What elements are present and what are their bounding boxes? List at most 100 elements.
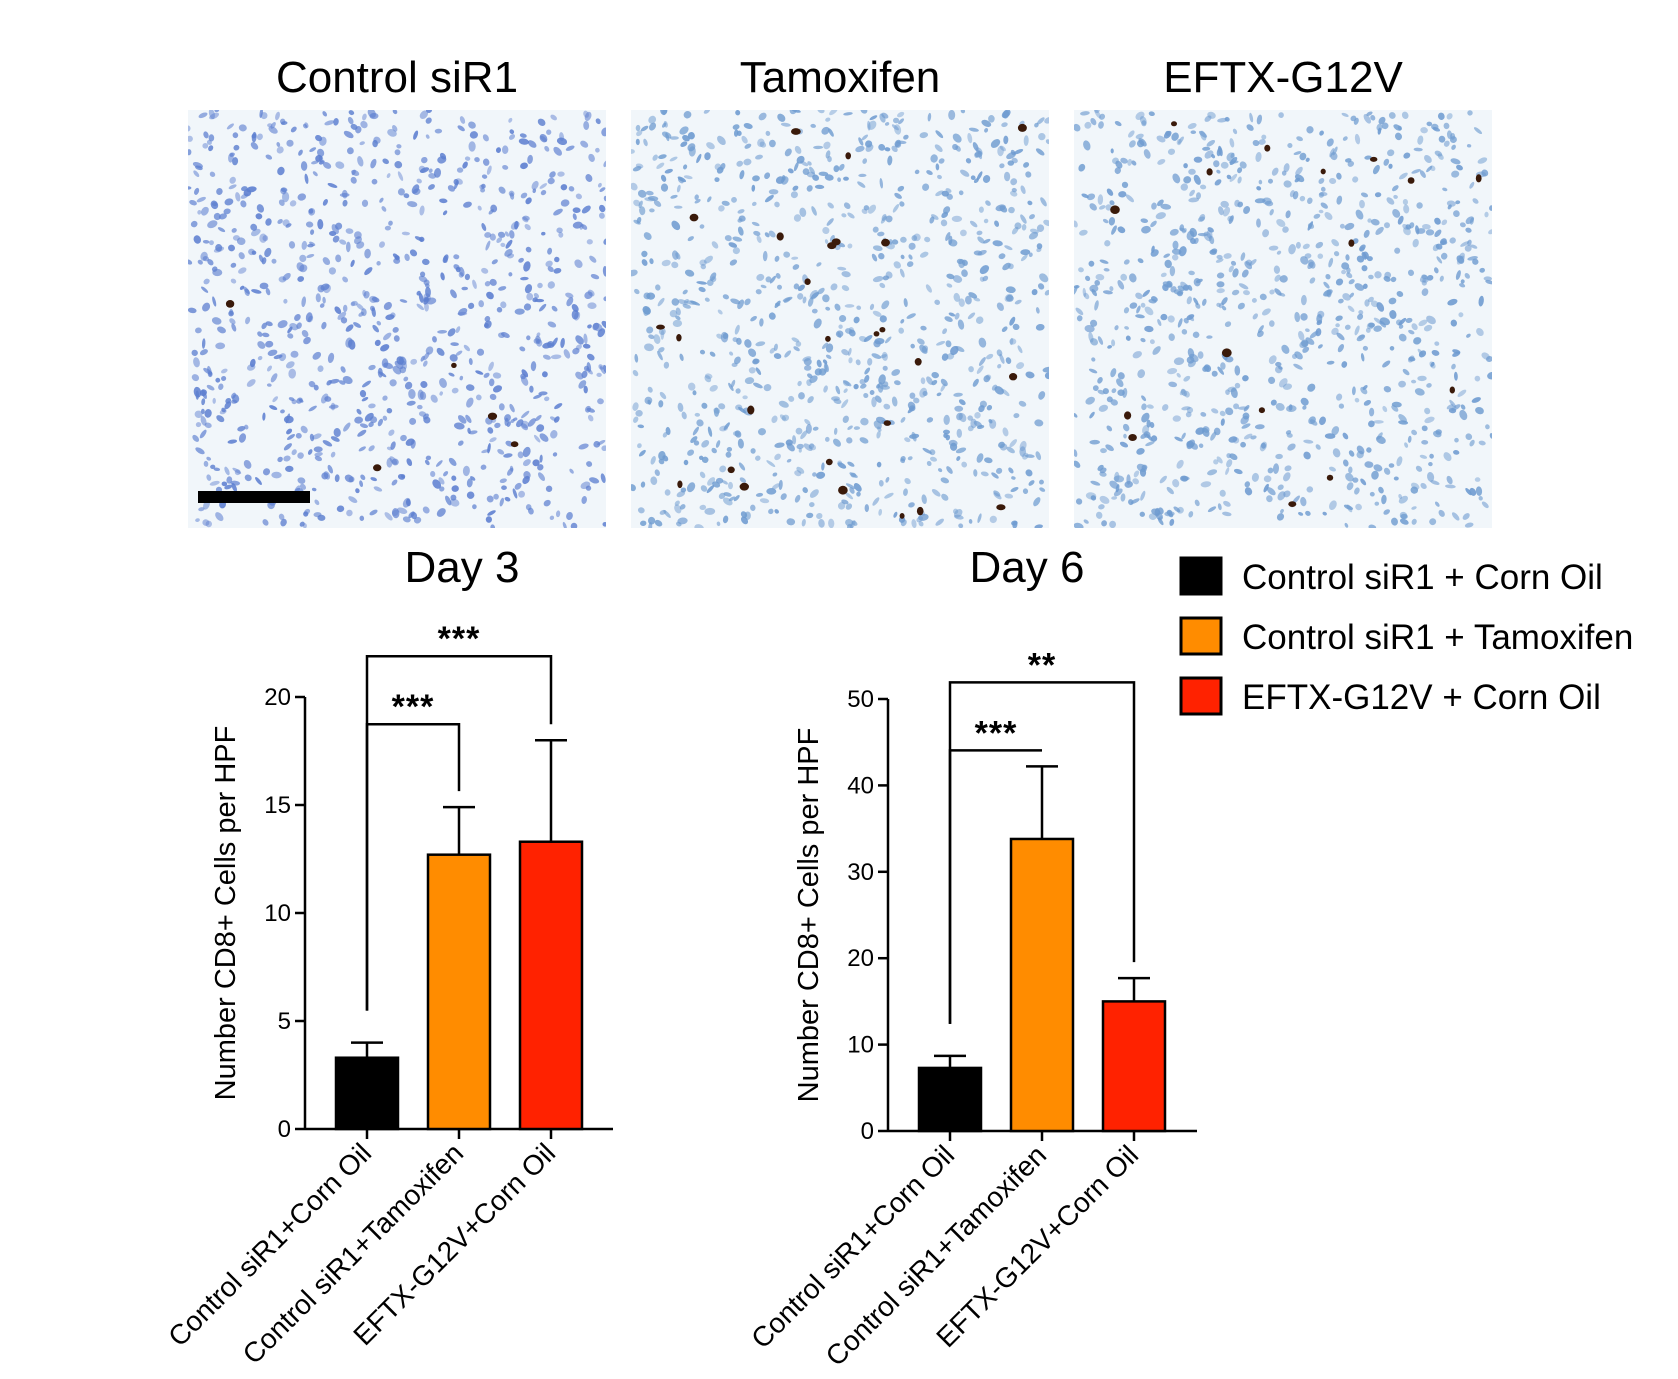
cell-nucleus [355,488,360,494]
cell-nucleus [423,352,430,361]
cell-nucleus [233,144,240,151]
cell-nucleus [410,511,418,520]
cell-nucleus [520,423,529,431]
cell-nucleus [551,337,558,347]
cell-nucleus [1097,464,1104,471]
cell-nucleus [1306,126,1314,134]
cell-nucleus [817,110,825,114]
cell-nucleus [863,392,869,399]
cell-nucleus [1142,289,1150,297]
cell-nucleus [584,291,593,300]
cell-nucleus [1002,262,1011,271]
cell-nucleus [1381,494,1387,505]
cell-nucleus [484,316,491,322]
cell-nucleus [487,510,496,516]
cell-nucleus [839,314,847,323]
cell-nucleus [1413,147,1423,152]
cell-nucleus [287,333,294,339]
cell-nucleus [1431,123,1439,130]
cell-nucleus [975,316,984,324]
cell-nucleus [991,472,999,479]
cell-nucleus [599,204,606,213]
cell-nucleus [1160,272,1167,278]
cell-nucleus [648,115,657,124]
cell-nucleus [1229,160,1239,164]
cell-nucleus [1439,275,1444,282]
cell-nucleus [269,405,278,411]
cell-nucleus [845,503,853,510]
cell-nucleus [722,480,728,485]
cell-nucleus [922,390,928,397]
cell-nucleus [704,373,713,379]
cell-nucleus [1398,324,1404,329]
cell-nucleus [1455,200,1461,205]
cell-nucleus [958,190,964,196]
cell-nucleus [1110,148,1114,154]
cd8-stained-cell [881,238,890,247]
cell-nucleus [1233,403,1240,410]
cell-nucleus [211,266,218,272]
cell-nucleus [1325,273,1331,280]
cell-nucleus [378,371,387,378]
cell-nucleus [265,154,273,160]
cell-nucleus [560,337,565,348]
cell-nucleus [878,480,884,487]
cell-nucleus [1303,439,1314,444]
cell-nucleus [1180,388,1187,397]
cell-nucleus [520,162,528,170]
cell-nucleus [1224,116,1230,122]
cell-nucleus [572,207,581,214]
cell-nucleus [1343,504,1354,510]
cell-nucleus [1328,466,1337,472]
cell-nucleus [1367,296,1374,303]
cell-nucleus [837,266,847,271]
cell-nucleus [1025,469,1033,477]
cell-nucleus [882,365,888,371]
cell-nucleus [1262,308,1271,316]
cell-nucleus [894,380,901,386]
cell-nucleus [658,347,665,353]
cell-nucleus [583,333,588,345]
cell-nucleus [891,396,898,407]
cell-nucleus [327,464,334,474]
cell-nucleus [991,384,998,391]
cell-nucleus [1124,480,1133,488]
cell-nucleus [581,496,587,504]
cell-nucleus [735,388,741,394]
significance-label: ** [1028,646,1056,684]
cell-nucleus [1398,414,1407,423]
cell-nucleus [1019,440,1027,452]
cell-nucleus [200,206,209,216]
cell-nucleus [575,193,582,200]
cell-nucleus [202,302,211,312]
cell-nucleus [860,383,867,389]
cell-nucleus [1151,202,1157,210]
cell-nucleus [206,456,212,461]
cell-nucleus [1074,220,1078,228]
cell-nucleus [716,333,723,339]
cell-nucleus [1166,486,1174,495]
cell-nucleus [647,386,653,393]
bar [426,853,492,1131]
cell-nucleus [1110,368,1117,378]
cell-nucleus [759,498,770,504]
cell-nucleus [312,171,318,177]
cell-nucleus [958,399,966,406]
cell-nucleus [552,452,558,457]
cell-nucleus [698,286,706,293]
cell-nucleus [1362,283,1368,289]
cell-nucleus [1309,277,1316,284]
cell-nucleus [1424,154,1432,164]
cell-nucleus [1459,222,1466,228]
cell-nucleus [744,339,752,348]
cell-nucleus [835,330,844,338]
cell-nucleus [257,355,263,361]
cell-nucleus [261,332,270,338]
cell-nucleus [1141,120,1147,127]
cell-nucleus [1120,273,1128,281]
cell-nucleus [343,130,354,139]
cell-nucleus [743,123,753,129]
cell-nucleus [578,443,589,450]
cell-nucleus [1002,427,1009,437]
cell-nucleus [1408,329,1415,335]
